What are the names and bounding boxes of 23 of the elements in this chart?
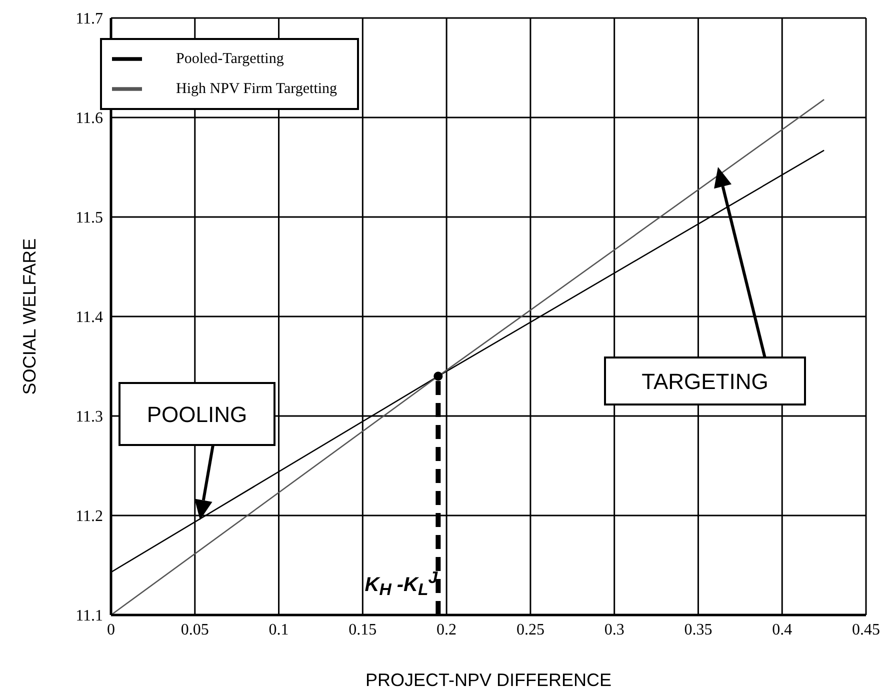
x-tick-label: 0.05	[180, 621, 209, 638]
y-axis-title: SOCIAL WELFARE	[19, 238, 40, 395]
y-tick-label: 11.5	[76, 210, 103, 227]
legend-label: High NPV Firm Targetting	[176, 80, 338, 97]
x-tick-label: 0	[107, 621, 115, 638]
x-tick-label: 0.3	[604, 621, 624, 638]
annotation: TARGETING	[642, 369, 768, 394]
y-tick-label: 11.4	[76, 309, 103, 326]
x-tick-label: 0.15	[348, 621, 377, 638]
y-tick-label: 11.2	[76, 508, 103, 526]
x-tick-label: 0.4	[772, 621, 792, 638]
x-tick-label: 0.35	[684, 621, 712, 638]
x-tick-label: 0.25	[516, 621, 544, 638]
y-tick-label: 11.6	[76, 110, 103, 128]
y-tick-label: 11.7	[76, 10, 103, 28]
annotation: POOLING	[146, 402, 248, 427]
y-tick-label: 11.1	[76, 608, 103, 625]
legend-label: Pooled-Targetting	[176, 50, 284, 67]
x-axis-title: PROJECT-NPV DIFFERENCE	[365, 670, 612, 690]
x-tick-label: 0.2	[436, 621, 457, 638]
x-tick-label: 0.45	[852, 621, 880, 638]
x-tick-label: 0.1	[268, 621, 289, 638]
y-tick-label: 11.3	[76, 408, 103, 426]
